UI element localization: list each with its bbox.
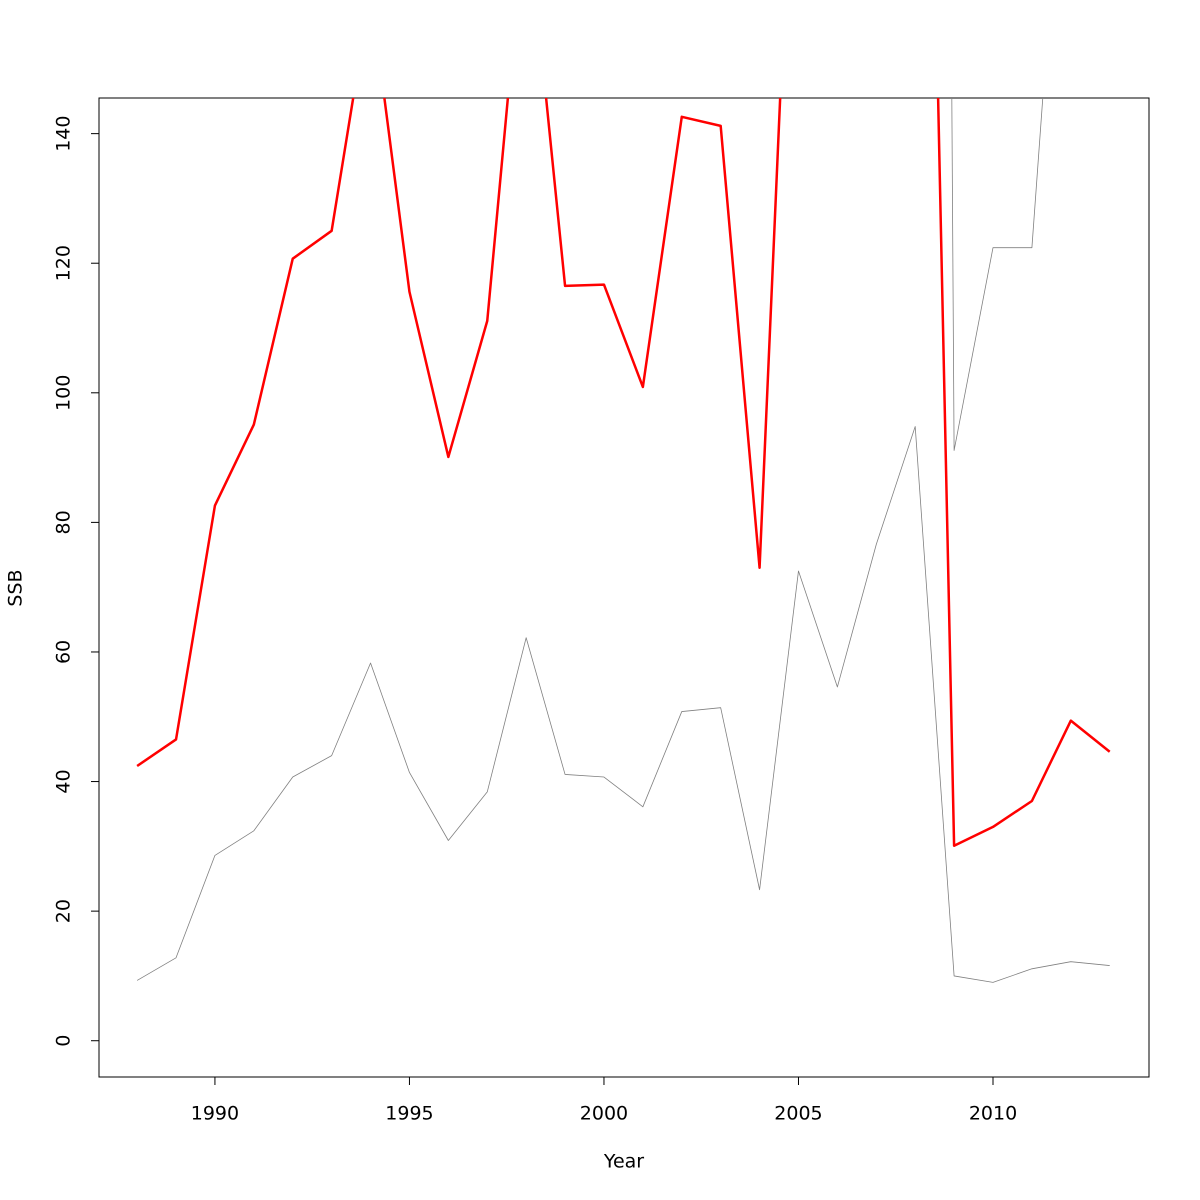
plot-box bbox=[98, 97, 1150, 1078]
y-tick-label: 100 bbox=[53, 375, 75, 411]
x-tick-label: 2000 bbox=[580, 1103, 628, 1125]
y-tick-label: 40 bbox=[53, 769, 75, 793]
series-line bbox=[951, 98, 1044, 451]
y-tick-label: 20 bbox=[53, 899, 75, 923]
x-tick-label: 2010 bbox=[969, 1103, 1017, 1125]
y-tick-label: 120 bbox=[53, 245, 75, 281]
series-line bbox=[136, 426, 1110, 983]
x-tick-label: 1990 bbox=[191, 1103, 239, 1125]
plot-area bbox=[136, 98, 1111, 983]
x-tick-label: 2005 bbox=[774, 1103, 822, 1125]
y-tick-label: 60 bbox=[53, 640, 75, 664]
x-tick-label: 1995 bbox=[385, 1103, 433, 1125]
y-tick-label: 140 bbox=[53, 116, 75, 152]
y-axis-label: SSB bbox=[5, 569, 27, 606]
y-tick-label: 0 bbox=[53, 1035, 75, 1047]
y-tick-label: 80 bbox=[53, 510, 75, 534]
x-axis-label: Year bbox=[603, 1151, 644, 1173]
series-line bbox=[136, 98, 1111, 847]
